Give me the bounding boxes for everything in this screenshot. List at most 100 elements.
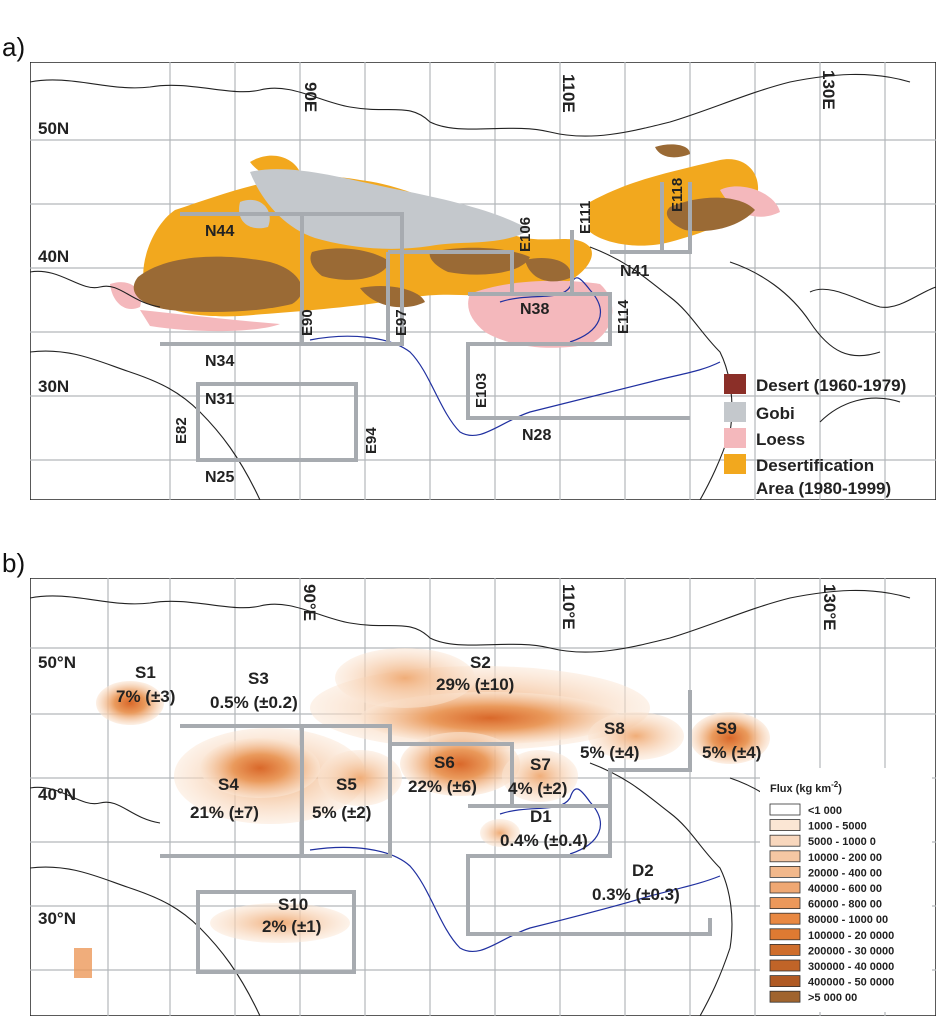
- region-s7-share: 4% (±2): [508, 779, 567, 798]
- legend-swatch-gobi: [724, 402, 746, 422]
- panel-a-label: a): [2, 32, 26, 62]
- lon-label-b-110e: 110°E: [559, 584, 578, 630]
- region-s8-name: S8: [604, 719, 625, 738]
- region-s9-name: S9: [716, 719, 737, 738]
- flux-legend-label: 40000 - 600 00: [808, 883, 882, 895]
- dust-flux-field: [74, 648, 770, 978]
- flux-legend-label: 5000 - 1000 0: [808, 836, 876, 848]
- region-d1-name: D1: [530, 807, 552, 826]
- label-n25: N25: [205, 469, 234, 486]
- panel-a-legend: Desert (1960-1979) Gobi Loess Desertific…: [724, 374, 906, 498]
- flux-legend-label: 1000 - 5000: [808, 821, 867, 833]
- panel-a-map: 90E 110E 130E 50N 40N 30N N44 N34 N31 N2…: [30, 62, 936, 500]
- legend-swatch-desertification: [724, 454, 746, 474]
- region-s3-name: S3: [248, 669, 269, 688]
- lat-label-30n: 30N: [38, 377, 69, 396]
- region-s8-share: 5% (±4): [580, 743, 639, 762]
- label-n34: N34: [205, 353, 234, 370]
- flux-legend-swatch: [769, 881, 801, 894]
- flux-legend-swatch: [769, 959, 801, 972]
- region-s2-share: 29% (±10): [436, 675, 514, 694]
- label-e94: E94: [363, 427, 380, 454]
- lat-label-b-30n: 30°N: [38, 909, 76, 928]
- lat-label-b-50n: 50°N: [38, 653, 76, 672]
- lon-label-130e: 130E: [819, 70, 838, 110]
- region-s4-share: 21% (±7): [190, 803, 259, 822]
- label-n44: N44: [205, 223, 234, 240]
- flux-legend: Flux (kg km-2) <1 000 1000 - 5000 5000 - 1…: [760, 768, 932, 1012]
- legend-swatch-loess: [724, 428, 746, 448]
- region-d2-name: D2: [632, 861, 654, 880]
- flux-legend-label: 400000 - 50 0000: [808, 977, 894, 989]
- lat-label-50n: 50N: [38, 119, 69, 138]
- label-e118: E118: [669, 178, 686, 212]
- lon-label-110e: 110E: [559, 74, 578, 113]
- legend-desertification-period: Area (1980-1999): [756, 479, 891, 498]
- flux-legend-swatch: [769, 912, 801, 925]
- desert-area: [133, 144, 755, 312]
- country-borders: [30, 73, 936, 500]
- flux-legend-swatch: [769, 834, 801, 847]
- region-s1-name: S1: [135, 663, 156, 682]
- label-e90: E90: [299, 309, 316, 336]
- flux-legend-label: 20000 - 400 00: [808, 867, 882, 879]
- label-e111: E111: [577, 201, 594, 234]
- flux-legend-swatch: [769, 943, 801, 956]
- source-region-boxes: [160, 182, 692, 462]
- label-n41: N41: [620, 263, 649, 280]
- region-s5-name: S5: [336, 775, 357, 794]
- legend-gobi: Gobi: [756, 404, 795, 423]
- region-d2-share: 0.3% (±0.3): [592, 885, 680, 904]
- lon-label-90e: 90E: [301, 82, 320, 112]
- rivers-b: [309, 788, 721, 953]
- label-e97: E97: [393, 309, 410, 336]
- flux-legend-swatch: [769, 803, 801, 816]
- region-s10-share: 2% (±1): [262, 917, 321, 936]
- source-region-boxes-b: [160, 690, 712, 974]
- region-s10-name: S10: [278, 895, 308, 914]
- region-s3-share: 0.5% (±0.2): [210, 693, 298, 712]
- flux-legend-label: 80000 - 1000 00: [808, 914, 888, 926]
- flux-legend-label: 100000 - 20 0000: [808, 930, 894, 942]
- region-d1-share: 0.4% (±0.4): [500, 831, 588, 850]
- region-s9-share: 5% (±4): [702, 743, 761, 762]
- label-n38: N38: [520, 301, 549, 318]
- panel-b-label: b): [2, 548, 26, 578]
- flux-legend-swatch: [769, 850, 801, 863]
- label-e106: E106: [517, 217, 534, 252]
- region-s2-name: S2: [470, 653, 491, 672]
- flux-legend-swatch: [769, 975, 801, 988]
- legend-loess: Loess: [756, 430, 805, 449]
- label-n31: N31: [205, 391, 234, 408]
- region-s6-name: S6: [434, 753, 455, 772]
- region-s1-share: 7% (±3): [116, 687, 175, 706]
- flux-legend-swatch: [769, 990, 801, 1003]
- lon-label-b-90e: 90°E: [300, 584, 319, 621]
- flux-legend-label: <1 000: [808, 805, 842, 817]
- flux-legend-label: >5 000 00: [808, 992, 857, 1004]
- region-s6-share: 22% (±6): [408, 777, 477, 796]
- legend-desert: Desert (1960-1979): [756, 376, 906, 395]
- flux-legend-title: Flux (kg km-2): [770, 780, 842, 795]
- region-s5-share: 5% (±2): [312, 803, 371, 822]
- region-s4-name: S4: [218, 775, 239, 794]
- flux-legend-swatch: [769, 928, 801, 941]
- label-e103: E103: [473, 373, 490, 408]
- label-e114: E114: [615, 299, 632, 334]
- label-n28: N28: [522, 427, 551, 444]
- lon-label-b-130e: 130°E: [820, 584, 839, 631]
- panel-b-map: 90°E 110°E 130°E 50°N 40°N 30°N S1 7% (±…: [30, 578, 936, 1016]
- region-s7-name: S7: [530, 755, 551, 774]
- flux-legend-swatch: [769, 865, 801, 878]
- legend-desertification: Desertification: [756, 456, 874, 475]
- region-labels: S1 7% (±3) S2 29% (±10) S3 0.5% (±0.2) S…: [116, 653, 761, 936]
- legend-swatch-desert: [724, 374, 746, 394]
- flux-legend-swatch: [769, 897, 801, 910]
- lat-label-40n: 40N: [38, 247, 69, 266]
- flux-legend-label: 200000 - 30 0000: [808, 945, 894, 957]
- flux-legend-swatch: [769, 819, 801, 832]
- label-e82: E82: [173, 417, 190, 444]
- lat-label-b-40n: 40°N: [38, 785, 76, 804]
- flux-legend-label: 10000 - 200 00: [808, 852, 882, 864]
- flux-legend-label: 60000 - 800 00: [808, 899, 882, 911]
